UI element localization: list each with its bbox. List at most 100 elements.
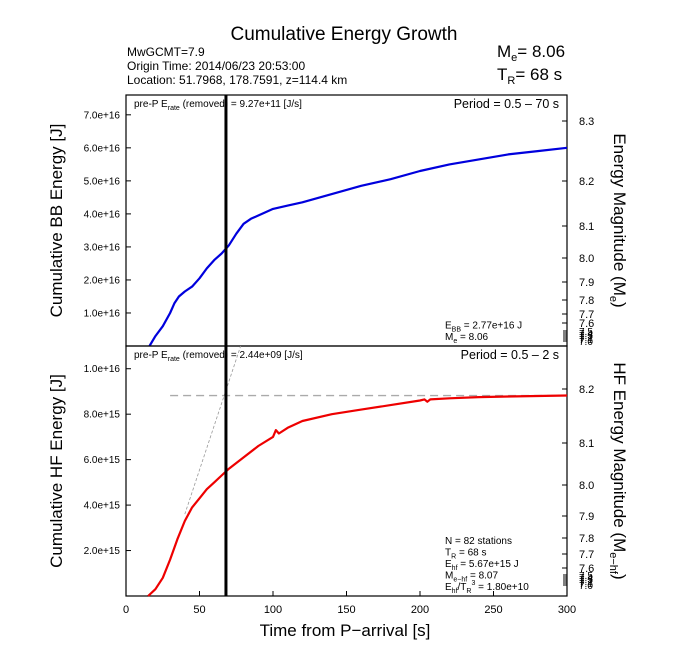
x-tick-label: 50	[193, 604, 205, 616]
y2-tick-label-minor: 7.0	[579, 581, 593, 592]
header-me-sub: e	[511, 52, 517, 64]
x-tick-label: 300	[558, 604, 576, 616]
y2-tick-label-minor: 7.2	[579, 577, 593, 588]
y2-tick-label-minor: 7.3	[579, 331, 593, 342]
stats-sub: BB	[452, 327, 462, 334]
period-annotation: Period = 0.5 – 70 s	[454, 97, 559, 111]
y2-label-text: HF Energy Magnitude (M	[610, 362, 629, 552]
x-tick-label: 0	[123, 604, 129, 616]
y2-tick-label-minor: 7.5	[579, 327, 593, 338]
y2-axis-label: Energy Magnitude (Me)	[607, 133, 629, 307]
growth-guide-line	[184, 345, 242, 515]
header-me: Me= 8.06	[497, 42, 565, 64]
x-axis-label: Time from P−arrival [s]	[260, 621, 431, 640]
stats-text: N = 82 stations	[445, 536, 512, 547]
stats-text: E	[445, 559, 452, 570]
hf-energy-panel: 2.0e+154.0e+156.0e+158.0e+151.0e+167.67.…	[47, 345, 629, 616]
y2-tick-label: 8.3	[579, 116, 594, 128]
y2-tick-label: 7.7	[579, 309, 594, 321]
stats-line: N = 82 stations	[445, 536, 512, 547]
header-line-magnitude: MwGCMT=7.9	[127, 45, 205, 59]
y-tick-label: 4.0e+15	[84, 501, 121, 512]
stats-text: = 8.06	[457, 332, 488, 343]
stats-text: E	[445, 582, 452, 593]
y2-label-text: )	[610, 574, 629, 580]
y2-tick-label-minor: 7.4	[579, 329, 593, 340]
annotation-sub: rate	[168, 356, 180, 363]
y-tick-label: 1.0e+16	[84, 308, 121, 319]
annotation-text: (removed) = 9.27e+11 [J/s]	[180, 99, 302, 110]
pre-p-rate-annotation: pre-P Erate (removed) = 9.27e+11 [J/s]	[134, 99, 302, 112]
y2-tick-label-minor: 7.1	[579, 579, 593, 590]
header-tr: TR= 68 s	[497, 65, 562, 87]
x-tick-label: 200	[411, 604, 429, 616]
y2-tick-label-minor: 7.2	[579, 333, 593, 344]
y2-axis-label: HF Energy Magnitude (Me−hf)	[607, 362, 629, 579]
stats-text: = 5.67e+15 J	[458, 559, 519, 570]
y2-tick-label: 7.6	[579, 563, 594, 575]
stats-line: Me = 8.06	[445, 332, 489, 345]
stats-sub: hf	[452, 565, 458, 572]
stats-text: = 68 s	[456, 548, 486, 559]
y-axis-label: Cumulative HF Energy [J]	[47, 374, 66, 568]
y2-tick-label: 8.2	[579, 384, 594, 396]
y2-tick-label-minor: 7.3	[579, 575, 593, 586]
chart-title: Cumulative Energy Growth	[230, 24, 457, 45]
stats-text: = 2.77e+16 J	[461, 321, 522, 332]
y-tick-label: 2.0e+16	[84, 275, 121, 286]
stats-sub: hf	[452, 588, 458, 595]
y2-tick-label-minor: 7.1	[579, 335, 593, 346]
header-line-origin-time: Origin Time: 2014/06/23 20:53:00	[127, 59, 305, 73]
y-tick-label: 1.0e+16	[84, 364, 121, 375]
stats-text: /T	[458, 582, 467, 593]
header-line-location: Location: 51.7968, 178.7591, z=114.4 km	[127, 73, 347, 87]
y2-tick-label: 8.1	[579, 221, 594, 233]
stats-sub: e	[453, 338, 457, 345]
pre-p-rate-annotation: pre-P Erate (removed) = 2.44e+09 [J/s]	[134, 350, 303, 363]
y2-label-sub: e	[607, 296, 619, 302]
annotation-text: pre-P E	[134, 350, 168, 361]
stats-text: = 1.80e+10	[475, 582, 529, 593]
y-tick-label: 7.0e+16	[84, 110, 121, 121]
y2-label-text: Energy Magnitude (M	[610, 133, 629, 296]
y2-tick-label-minor: 7.4	[579, 573, 593, 584]
stats-text: M	[445, 571, 453, 582]
header-tr-label: T	[497, 65, 507, 84]
y2-tick-label-minor: 7.5	[579, 571, 593, 582]
y2-label-text: )	[610, 302, 629, 308]
y2-tick-label: 7.9	[579, 277, 594, 289]
y-tick-label: 5.0e+16	[84, 176, 121, 187]
energy-curve	[147, 394, 568, 597]
stats-line: Me−hf = 8.07	[445, 571, 498, 584]
bb-energy-panel: 1.0e+16 2.0e+16 3.0e+16 4.0e+16 5.0e+16 6.0e+…	[47, 94, 629, 348]
y-tick-label: 2.0e+15	[84, 546, 121, 557]
y2-tick-label: 7.9	[579, 511, 594, 523]
header-tr-sub: R	[507, 75, 515, 87]
stats-sub: R	[451, 554, 456, 561]
annotation-sub: rate	[168, 105, 180, 112]
header-me-label: M	[497, 42, 511, 61]
stats-sub: R	[466, 588, 471, 595]
stats-text: = 8.07	[467, 571, 498, 582]
header-tr-value: = 68 s	[515, 65, 562, 84]
stats-line: TR = 68 s	[445, 548, 486, 561]
stats-line: Ehf/TR3 = 1.80e+10	[445, 580, 529, 595]
y-tick-label: 3.0e+16	[84, 242, 121, 253]
y-tick-label: 8.0e+15	[84, 410, 121, 421]
y2-tick-label: 8.0	[579, 480, 594, 492]
x-tick-label: 150	[337, 604, 355, 616]
x-tick-label: 250	[484, 604, 502, 616]
y2-tick-label: 8.0	[579, 253, 594, 265]
y-tick-label: 6.0e+15	[84, 455, 121, 466]
stats-line: Ehf = 5.67e+15 J	[445, 559, 519, 572]
y2-tick-label-minor: 7.0	[579, 337, 593, 348]
stats-line: EBB = 2.77e+16 J	[445, 321, 522, 334]
stats-text: T	[445, 548, 451, 559]
y2-tick-label: 8.2	[579, 176, 594, 188]
y2-label-sub: e−hf	[607, 552, 619, 575]
header-me-value: = 8.06	[517, 42, 565, 61]
stats-text: M	[445, 332, 453, 343]
energy-curve	[148, 146, 568, 347]
y2-tick-label: 7.8	[579, 295, 594, 307]
